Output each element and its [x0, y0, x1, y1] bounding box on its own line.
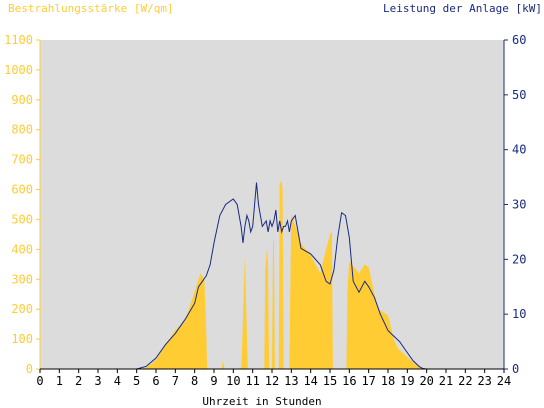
right-tick-label: 50: [512, 88, 526, 102]
left-tick-label: 1100: [4, 33, 33, 47]
x-axis-ticks: 0 1 2 3 4 5 6 7 8 9 10 11 12 13 14 15 16 17 18 19 20 21 22 23 24: [36, 369, 511, 388]
left-tick-label: 500: [11, 212, 33, 226]
left-tick-label: 100: [11, 332, 33, 346]
left-tick-label: 600: [11, 183, 33, 197]
right-axis-ticks: 0 10 20 30 40 50 60: [504, 33, 526, 376]
left-tick-label: 1000: [4, 63, 33, 77]
x-tick-label: 9: [210, 374, 217, 388]
right-tick-label: 20: [512, 252, 526, 266]
x-tick-label: 6: [152, 374, 159, 388]
x-tick-label: 4: [114, 374, 121, 388]
right-tick-label: 40: [512, 143, 526, 157]
x-tick-label: 12: [265, 374, 279, 388]
x-tick-label: 22: [458, 374, 472, 388]
x-tick-label: 2: [75, 374, 82, 388]
left-axis-ticks: 0 100 200 300 400 500 600 700 800 900 1000 1100: [4, 33, 40, 376]
left-tick-label: 0: [26, 362, 33, 376]
x-tick-label: 14: [303, 374, 317, 388]
left-tick-label: 900: [11, 93, 33, 107]
right-tick-label: 0: [512, 362, 519, 376]
left-tick-label: 200: [11, 302, 33, 316]
right-tick-label: 30: [512, 198, 526, 212]
irradiance-series: [136, 180, 427, 369]
x-tick-label: 18: [381, 374, 395, 388]
x-axis-label: Uhrzeit in Stunden: [202, 395, 321, 408]
x-tick-label: 1: [56, 374, 63, 388]
x-tick-label: 13: [284, 374, 298, 388]
left-tick-label: 700: [11, 153, 33, 167]
left-axis-title: Bestrahlungsstärke [W/qm]: [8, 2, 174, 15]
x-tick-label: 10: [226, 374, 240, 388]
x-tick-label: 16: [342, 374, 356, 388]
x-tick-label: 21: [439, 374, 453, 388]
right-tick-label: 10: [512, 307, 526, 321]
x-tick-label: 5: [133, 374, 140, 388]
x-tick-label: 15: [323, 374, 337, 388]
x-tick-label: 24: [497, 374, 511, 388]
plot-area: [40, 40, 504, 369]
x-tick-label: 8: [191, 374, 198, 388]
left-tick-label: 300: [11, 272, 33, 286]
x-tick-label: 7: [172, 374, 179, 388]
x-tick-label: 17: [361, 374, 375, 388]
x-tick-label: 20: [419, 374, 433, 388]
left-tick-label: 800: [11, 123, 33, 137]
right-axis-title: Leistung der Anlage [kW]: [383, 2, 542, 15]
x-tick-label: 19: [400, 374, 414, 388]
right-tick-label: 60: [512, 33, 526, 47]
left-tick-label: 400: [11, 242, 33, 256]
x-tick-label: 23: [477, 374, 491, 388]
x-tick-label: 0: [36, 374, 43, 388]
irradiance-area: [136, 180, 427, 369]
x-tick-label: 3: [94, 374, 101, 388]
x-tick-label: 11: [245, 374, 259, 388]
power-line: [40, 182, 504, 370]
power-series: [40, 182, 504, 370]
